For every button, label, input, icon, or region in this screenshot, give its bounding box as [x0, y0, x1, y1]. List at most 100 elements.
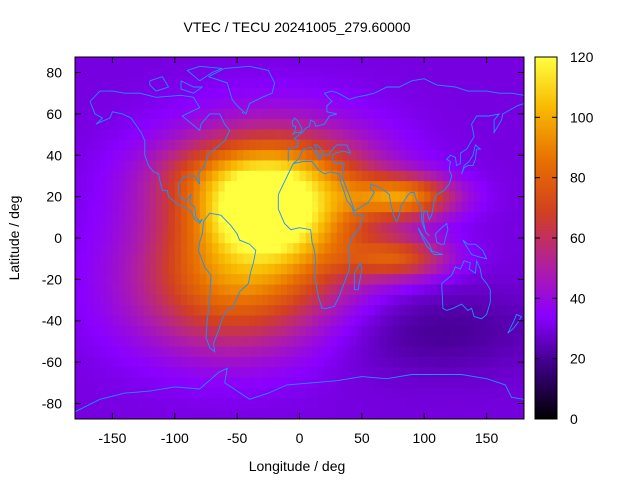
heatmap-cell — [343, 356, 350, 368]
heatmap-cell — [268, 129, 276, 141]
heatmap-cell — [318, 356, 326, 368]
heatmap-cell — [212, 263, 220, 275]
heatmap-cell — [162, 67, 170, 79]
heatmap-cell — [174, 346, 182, 358]
heatmap-cell — [280, 160, 288, 172]
heatmap-cell — [268, 387, 276, 399]
heatmap-cell — [106, 67, 114, 79]
heatmap-cell — [268, 139, 276, 151]
heatmap-cell — [99, 201, 107, 213]
heatmap-cell — [293, 139, 301, 151]
heatmap-cell — [517, 346, 524, 358]
heatmap-cell — [131, 201, 138, 213]
heatmap-cell — [181, 88, 188, 99]
heatmap-cell — [505, 67, 513, 79]
heatmap-cell — [386, 232, 394, 244]
heatmap-cell — [405, 284, 413, 296]
heatmap-cell — [318, 201, 326, 213]
heatmap-cell — [505, 150, 513, 162]
heatmap-cell — [149, 119, 157, 130]
heatmap-cell — [187, 274, 195, 286]
heatmap-cell — [393, 222, 400, 234]
heatmap-cell — [187, 367, 195, 379]
heatmap-cell — [417, 336, 425, 348]
heatmap-cell — [99, 57, 107, 68]
heatmap-cell — [299, 315, 307, 327]
heatmap-cell — [280, 232, 288, 244]
heatmap-cell — [255, 387, 263, 399]
heatmap-cell — [99, 212, 107, 224]
heatmap-cell — [499, 191, 506, 203]
heatmap-cell — [368, 139, 375, 151]
heatmap-cell — [118, 98, 126, 110]
heatmap-cell — [218, 108, 226, 120]
heatmap-cell — [112, 222, 120, 234]
heatmap-cell — [430, 191, 438, 203]
colorbar-tick-label: 80 — [570, 170, 586, 186]
heatmap-cell — [174, 408, 182, 419]
heatmap-cell — [205, 243, 213, 255]
heatmap-cell — [255, 243, 263, 255]
heatmap-cell — [492, 139, 500, 151]
heatmap-cell — [349, 77, 357, 89]
heatmap-cell — [417, 119, 425, 130]
heatmap-cell — [318, 387, 326, 399]
heatmap-cell — [461, 212, 469, 224]
heatmap-cell — [162, 253, 170, 265]
heatmap-cell — [199, 212, 207, 224]
heatmap-cell — [467, 212, 475, 224]
heatmap-cell — [330, 377, 338, 389]
heatmap-cell — [199, 336, 207, 348]
heatmap-cell — [99, 325, 107, 337]
heatmap-cell — [149, 377, 157, 389]
heatmap-cell — [480, 160, 488, 172]
heatmap-cell — [449, 253, 457, 265]
heatmap-cell — [249, 212, 257, 224]
heatmap-cell — [93, 243, 101, 255]
heatmap-cell — [424, 263, 432, 275]
heatmap-cell — [330, 88, 338, 99]
heatmap-cell — [393, 274, 400, 286]
heatmap-cell — [492, 294, 500, 306]
heatmap-cell — [486, 139, 494, 151]
heatmap-cell — [81, 253, 89, 265]
heatmap-cell — [243, 88, 251, 99]
heatmap-cell — [299, 139, 307, 151]
heatmap-cell — [237, 170, 244, 182]
heatmap-cell — [168, 191, 176, 203]
heatmap-cell — [318, 253, 326, 265]
heatmap-cell — [249, 387, 257, 399]
heatmap-cell — [137, 356, 145, 368]
heatmap-cell — [293, 160, 301, 172]
heatmap-cell — [174, 356, 182, 368]
heatmap-cell — [368, 119, 375, 130]
heatmap-cell — [386, 67, 394, 79]
heatmap-cell — [149, 181, 157, 193]
heatmap-cell — [230, 367, 238, 379]
heatmap-cell — [474, 294, 481, 306]
heatmap-cell — [330, 160, 338, 172]
heatmap-cell — [255, 315, 263, 327]
heatmap-cell — [436, 181, 444, 193]
heatmap-cell — [274, 139, 282, 151]
heatmap-cell — [199, 232, 207, 244]
heatmap-cell — [212, 57, 220, 68]
heatmap-cell — [442, 253, 450, 265]
heatmap-cell — [399, 315, 407, 327]
heatmap-cell — [505, 294, 513, 306]
heatmap-cell — [156, 201, 163, 213]
heatmap-cell — [299, 387, 307, 399]
heatmap-cell — [336, 325, 344, 337]
heatmap-cell — [162, 398, 170, 410]
heatmap-cell — [368, 129, 375, 141]
heatmap-cell — [205, 67, 213, 79]
heatmap-cell — [262, 387, 269, 399]
heatmap-cell — [424, 191, 432, 203]
heatmap-cell — [393, 108, 400, 120]
heatmap-cell — [380, 150, 388, 162]
heatmap-cell — [380, 336, 388, 348]
heatmap-cell — [106, 201, 114, 213]
heatmap-cell — [162, 160, 170, 172]
heatmap-cell — [280, 170, 288, 182]
